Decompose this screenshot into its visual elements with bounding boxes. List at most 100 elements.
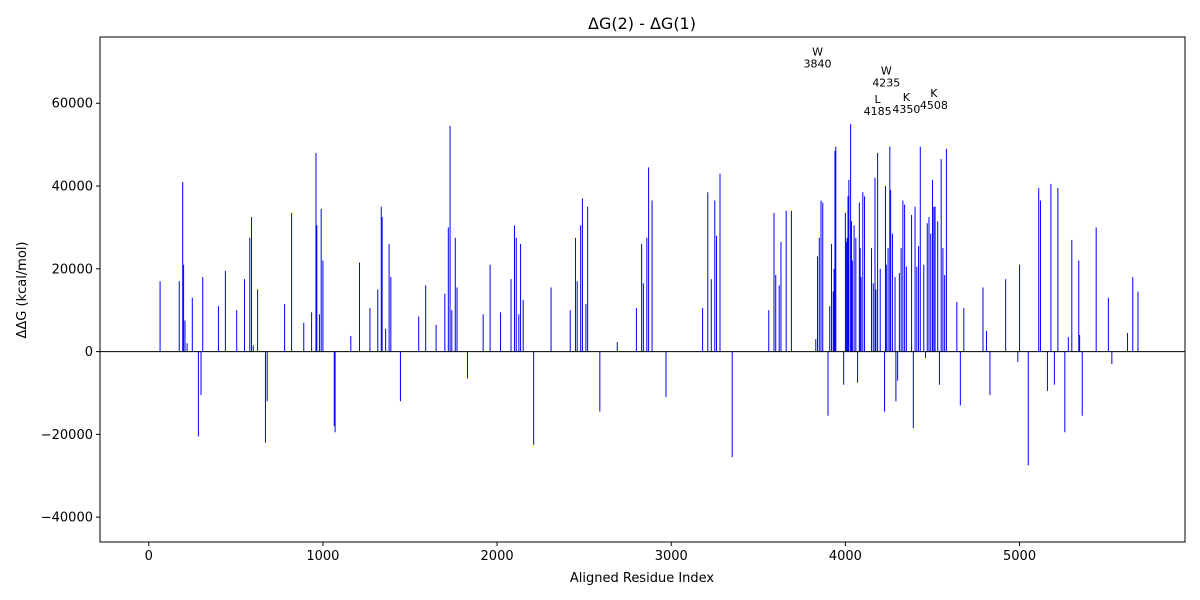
bar — [482, 314, 484, 352]
y-tick-label: 40000 — [52, 180, 93, 195]
bar — [829, 306, 831, 352]
bar — [451, 310, 453, 352]
bar — [912, 351, 914, 429]
bar — [855, 237, 857, 352]
bar — [183, 264, 185, 352]
bar — [182, 181, 184, 352]
bar — [956, 301, 958, 352]
bar — [1064, 351, 1066, 433]
bar — [815, 339, 817, 352]
bar — [851, 260, 853, 352]
bar — [244, 279, 246, 352]
bar — [580, 225, 582, 352]
bar — [884, 186, 886, 352]
bar — [646, 237, 648, 352]
bar — [1081, 351, 1083, 416]
bar — [817, 256, 819, 352]
annotation-residue-index: 4508 — [920, 99, 948, 112]
bar — [853, 225, 855, 352]
bar — [581, 198, 583, 352]
bar — [848, 179, 850, 352]
bar — [1019, 264, 1021, 352]
annotation-residue-letter: K — [930, 87, 938, 100]
bar — [1039, 200, 1041, 352]
y-tick-label: 0 — [85, 345, 93, 360]
bar — [897, 351, 899, 381]
bar — [898, 272, 900, 352]
bar — [731, 351, 733, 458]
bar — [874, 177, 876, 352]
bar — [318, 314, 320, 352]
y-tick-label: −40000 — [41, 511, 93, 526]
bar — [833, 268, 835, 352]
x-tick-label: 2000 — [481, 549, 514, 564]
bar — [513, 225, 515, 352]
bar — [707, 192, 709, 352]
bar — [1005, 279, 1007, 352]
x-tick-label: 0 — [145, 549, 153, 564]
x-tick-label: 1000 — [306, 549, 339, 564]
bar — [934, 206, 936, 352]
bar — [311, 312, 313, 352]
chart-title: ΔG(2) - ΔG(1) — [588, 14, 696, 33]
bar — [358, 262, 360, 352]
bar — [928, 217, 930, 352]
annotation-residue-letter: W — [881, 64, 892, 77]
bar — [716, 235, 718, 352]
y-axis-ticks: −40000 −20000 0 20000 40000 60000 — [41, 97, 100, 526]
bar — [822, 202, 824, 352]
bar — [533, 351, 535, 445]
y-tick-label: 20000 — [52, 262, 93, 277]
bar — [768, 310, 770, 352]
bar — [1132, 277, 1134, 352]
bar — [380, 206, 382, 352]
annotation-residue-index: 4235 — [872, 76, 900, 89]
bar — [399, 351, 401, 402]
bar — [900, 248, 902, 352]
bar — [1071, 239, 1073, 352]
bar — [911, 214, 913, 352]
bar — [599, 351, 601, 412]
bar — [914, 206, 916, 352]
annotation-residue-index: 4350 — [892, 103, 920, 116]
bar — [350, 335, 352, 352]
bar — [184, 320, 186, 352]
bar — [875, 289, 877, 352]
bar — [890, 190, 892, 352]
bar — [930, 233, 932, 352]
bar — [315, 152, 317, 352]
bar — [1053, 351, 1055, 385]
bar — [316, 225, 318, 352]
bar — [266, 351, 268, 402]
bar — [845, 241, 847, 352]
x-axis-label: Aligned Residue Index — [570, 571, 715, 586]
bar — [889, 146, 891, 352]
annotation-residue-letter: K — [903, 91, 911, 104]
bar — [894, 277, 896, 352]
bar — [641, 243, 643, 352]
bar — [847, 196, 849, 352]
bars-group — [159, 123, 1139, 466]
annotation-residue-letter: W — [812, 46, 823, 59]
bar — [466, 351, 468, 379]
bar — [303, 322, 305, 352]
bar — [877, 152, 879, 352]
annotation-residue-index: 3840 — [804, 58, 832, 71]
bar — [651, 200, 653, 352]
bar — [284, 303, 286, 352]
bar — [1017, 351, 1019, 362]
bar — [1046, 351, 1048, 391]
bar — [520, 243, 522, 352]
bar — [510, 279, 512, 352]
bar — [425, 285, 427, 352]
bar — [931, 179, 933, 352]
bar — [963, 308, 965, 352]
bar — [895, 351, 897, 402]
y-tick-label: −20000 — [41, 428, 93, 443]
bar — [710, 279, 712, 352]
bar — [834, 150, 836, 352]
bar — [942, 248, 944, 352]
